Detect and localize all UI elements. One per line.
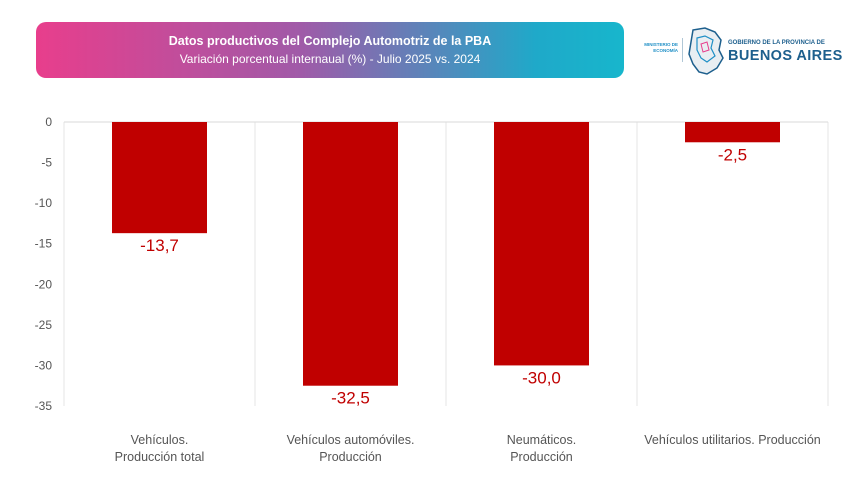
category-label: Producción total [115, 450, 205, 464]
data-labels: -13,7 -32,5 -30,0 -2,5 [140, 145, 747, 407]
category-label: Neumáticos. [507, 433, 576, 447]
bars [112, 122, 780, 386]
data-label: -30,0 [522, 368, 561, 387]
government-label: GOBIERNO DE LA PROVINCIA DE [728, 40, 825, 46]
y-tick-label: -20 [35, 277, 53, 291]
y-tick-label: -15 [35, 237, 53, 251]
category-label: Vehículos. [131, 433, 189, 447]
category-label: Vehículos utilitarios. Producción [644, 433, 821, 447]
category-label: Vehículos automóviles. [287, 433, 415, 447]
y-tick-label: -10 [35, 196, 53, 210]
bar [112, 122, 207, 234]
data-label: -32,5 [331, 389, 370, 408]
y-tick-label: -5 [41, 156, 52, 170]
data-label: -13,7 [140, 236, 179, 255]
ministry-label: MINISTERIO DE ECONOMÍA [644, 42, 678, 53]
province-map-icon [688, 27, 724, 75]
data-label: -2,5 [718, 145, 747, 164]
title-banner: Datos productivos del Complejo Automotri… [36, 22, 624, 78]
category-labels: Vehículos. Producción total Vehículos auto… [115, 433, 821, 464]
logo-divider [682, 38, 683, 62]
y-tick-label: -35 [35, 399, 53, 413]
bar [303, 122, 398, 386]
y-tick-label: -30 [35, 358, 53, 372]
chart-title: Datos productivos del Complejo Automotri… [168, 34, 492, 48]
category-label: Producción [510, 450, 573, 464]
province-name: BUENOS AIRES [728, 48, 843, 64]
chart-subtitle: Variación porcentual internaual (%) - Ju… [179, 52, 481, 66]
y-tick-label: -25 [35, 318, 53, 332]
bar [494, 122, 589, 366]
y-axis: 0 -5 -10 -15 -20 -25 -30 -35 [35, 115, 53, 413]
bar [685, 122, 780, 143]
province-logo: MINISTERIO DE ECONOMÍA GOBIERNO DE LA PR… [630, 20, 842, 80]
y-tick-label: 0 [45, 115, 52, 129]
category-label: Producción [319, 450, 382, 464]
